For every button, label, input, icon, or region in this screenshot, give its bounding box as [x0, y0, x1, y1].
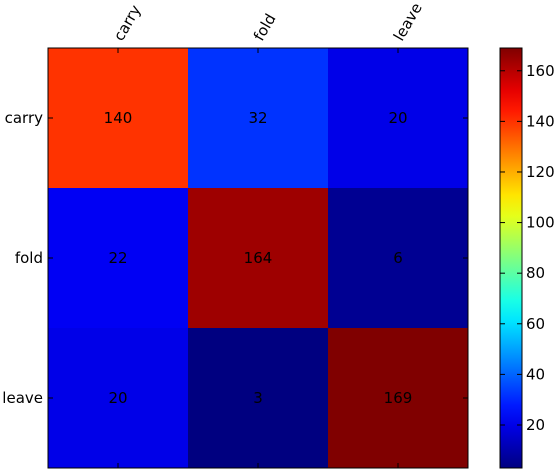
- colorbar-tick-label: 120: [526, 163, 555, 181]
- cell-value-label: 20: [108, 389, 127, 407]
- heatmap-cell: [188, 188, 328, 328]
- heatmap-cell: [48, 328, 188, 468]
- cell-value-label: 169: [384, 389, 413, 407]
- y-tick-label: carry: [5, 109, 44, 127]
- cell-value-label: 22: [108, 249, 127, 267]
- colorbar-tick-label: 80: [526, 264, 545, 282]
- y-axis-ticks: carry fold leave: [2, 109, 468, 407]
- colorbar: 20 40 60 80 100 120 140 160: [499, 47, 555, 469]
- heatmap-cell: [48, 48, 188, 188]
- colorbar-gradient: [499, 47, 523, 469]
- heatmap-cell: [188, 48, 328, 188]
- heatmap-cell: [328, 328, 468, 468]
- colorbar-ticks: 20 40 60 80 100 120 140 160: [500, 62, 555, 434]
- y-tick-label: leave: [2, 389, 43, 407]
- cell-value-label: 20: [388, 109, 407, 127]
- colorbar-tick-label: 160: [526, 62, 555, 80]
- colorbar-tick-label: 20: [526, 416, 545, 434]
- colorbar-tick-label: 100: [526, 214, 555, 232]
- x-tick-label: leave: [390, 0, 426, 44]
- colorbar-tick-label: 60: [526, 315, 545, 333]
- heatmap-cell-labels: 140 32 20 22 164 6 20 3 169: [104, 109, 413, 407]
- cell-value-label: 164: [244, 249, 273, 267]
- heatmap-cells: [48, 48, 468, 468]
- cell-value-label: 3: [253, 389, 263, 407]
- heatmap-cell: [48, 188, 188, 328]
- colorbar-tick-label: 140: [526, 112, 555, 130]
- colorbar-tick-label: 40: [526, 365, 545, 383]
- heatmap-cell: [188, 328, 328, 468]
- cell-value-label: 6: [393, 249, 403, 267]
- heatmap-cell: [328, 48, 468, 188]
- y-tick-label: fold: [15, 249, 43, 267]
- cell-value-label: 32: [248, 109, 267, 127]
- x-tick-label: fold: [250, 11, 280, 44]
- x-tick-label: carry: [110, 2, 145, 44]
- cell-value-label: 140: [104, 109, 133, 127]
- heatmap-cell: [328, 188, 468, 328]
